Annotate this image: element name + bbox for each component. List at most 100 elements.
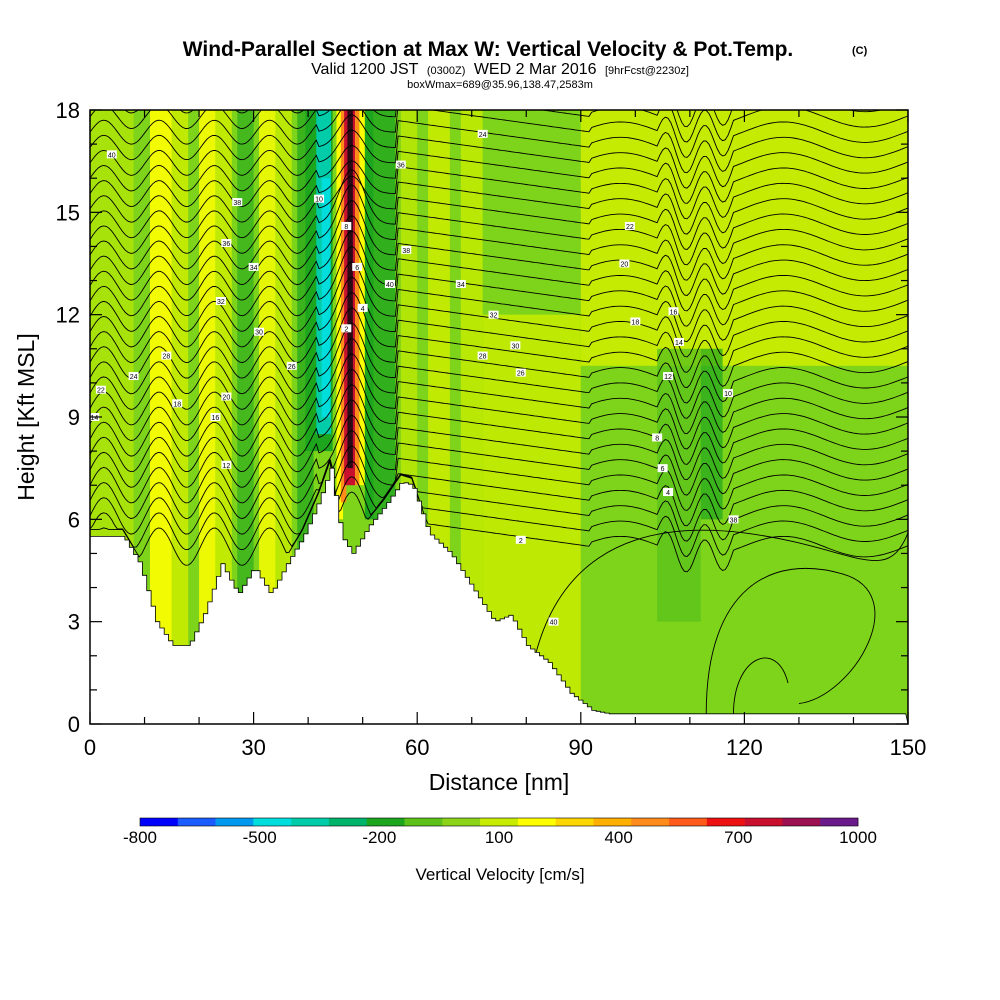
contour-label-text: 16: [212, 415, 220, 422]
contour-label-text: 38: [730, 517, 738, 524]
velocity-band-3: [199, 110, 216, 724]
colorbar-tick-label: -500: [243, 828, 277, 847]
contour-label-5: 30: [254, 327, 265, 337]
contour-label-text: 28: [479, 354, 487, 361]
y-axis-label: Height [Kft MSL]: [13, 333, 39, 500]
colorbar-swatch-18: [820, 818, 859, 826]
contour-label-bg: [477, 351, 488, 360]
y-tick-label: 9: [68, 405, 80, 430]
contour-label-bg: [455, 279, 466, 288]
y-tick-label: 0: [68, 712, 80, 737]
colorbar-tick-label: 1000: [839, 828, 877, 847]
theta-contour-21: [90, 169, 908, 250]
theta-contour-18: [90, 215, 908, 296]
y-tick-label: 18: [56, 98, 80, 123]
colorbar-swatch-7: [404, 818, 443, 826]
contour-label-bg: [401, 245, 412, 254]
colorbar-tick-label: 100: [485, 828, 513, 847]
theta-contour-16: [90, 245, 908, 327]
velocity-band-2: [171, 110, 189, 724]
contour-label-bg: [477, 129, 488, 138]
contour-label-text: 6: [661, 466, 665, 473]
contour-label-30: 20: [619, 259, 630, 269]
theta-contour-lower-a: [525, 529, 908, 714]
contour-label-bg: [652, 433, 663, 442]
velocity-core-3: [336, 110, 344, 520]
contour-label-text: 14: [675, 340, 683, 347]
velocity-core-4: [340, 110, 347, 503]
colorbar-ticks: -800 -500 -200 100 400 700 1000: [123, 828, 877, 847]
velocity-band-16: [700, 348, 723, 520]
contour-label-18: 4: [357, 303, 368, 313]
contour-label-text: 4: [666, 490, 670, 497]
contour-label-bg: [210, 413, 221, 421]
colorbar-swatch-2: [215, 818, 254, 826]
subtitle-utc: (0300Z): [427, 65, 466, 77]
colorbar: [139, 817, 859, 827]
colorbar-tick-label: 400: [604, 828, 632, 847]
contour-label-text: 36: [397, 163, 405, 170]
contour-label-text: 18: [631, 319, 639, 326]
contour-label-32: 16: [668, 307, 679, 316]
colorbar-swatch-17: [782, 818, 821, 826]
theta-contour-27: [90, 110, 908, 158]
contour-label-bg: [352, 262, 363, 271]
colorbar-swatch-12: [593, 818, 632, 826]
theta-contour-15: [90, 261, 908, 343]
contour-label-text: 2: [344, 326, 348, 333]
contour-label-bg: [215, 297, 226, 306]
x-tick-label: 150: [890, 735, 927, 760]
contour-label-bg: [314, 194, 325, 203]
contour-label-bg: [673, 337, 684, 346]
theta-contour-26: [90, 114, 908, 174]
contour-label-text: 32: [217, 299, 225, 306]
colorbar-swatch-11: [555, 818, 594, 826]
theta-contour-19: [90, 199, 908, 281]
contour-label-bg: [723, 389, 734, 398]
y-tick-label: 3: [68, 610, 80, 635]
subtitle-forecast: [9hrFcst@2230z]: [605, 65, 689, 77]
velocity-core-8: [359, 110, 365, 486]
contour-label-text: 22: [97, 388, 105, 395]
contour-label-text: 20: [621, 262, 629, 269]
contour-label-38: 4: [663, 488, 674, 497]
contour-label-12: 16: [210, 413, 221, 422]
theta-contours: [90, 110, 908, 714]
theta-contour-11: [90, 322, 908, 404]
velocity-band-12: [460, 110, 483, 724]
contour-label-29: 22: [624, 221, 635, 231]
contour-label-text: 16: [670, 309, 678, 316]
contour-label-31: 18: [630, 317, 641, 326]
contour-label-bg: [624, 221, 635, 230]
theta-contour-23: [90, 160, 908, 220]
x-tick-label: 60: [405, 735, 429, 760]
contour-label-35: 10: [723, 389, 734, 398]
contour-label-bg: [515, 368, 526, 377]
contour-label-text: 36: [222, 241, 230, 248]
contour-label-text: 34: [250, 265, 258, 272]
contour-label-1: 38: [232, 198, 243, 207]
colorbar-swatch-3: [253, 818, 292, 826]
velocity-core-9: [364, 110, 374, 520]
terrain-mask: [90, 467, 908, 724]
contour-label-text: 2: [519, 538, 523, 545]
contour-label-text: 26: [288, 364, 296, 371]
theta-contour-22: [90, 175, 908, 235]
velocity-core-6: [347, 110, 353, 469]
contour-label-bg: [106, 150, 117, 159]
chart-subtitle: Valid 1200 JST (0300Z) WED 2 Mar 2016 [9…: [311, 61, 689, 78]
x-tick-label: 120: [726, 735, 763, 760]
contour-label-bg: [657, 464, 668, 473]
contour-label-text: 24: [479, 132, 487, 139]
contour-label-14: 12: [221, 460, 232, 470]
contour-label-text: 30: [255, 330, 263, 337]
contour-label-bg: [341, 221, 352, 230]
contour-label-text: 18: [173, 401, 181, 408]
contour-label-3: 34: [248, 262, 259, 272]
contour-label-bg: [515, 535, 526, 544]
contour-label-bg: [728, 515, 739, 524]
theta-contour-25: [90, 129, 908, 189]
contour-label-36: 8: [652, 433, 663, 442]
contour-label-33: 14: [673, 337, 684, 347]
